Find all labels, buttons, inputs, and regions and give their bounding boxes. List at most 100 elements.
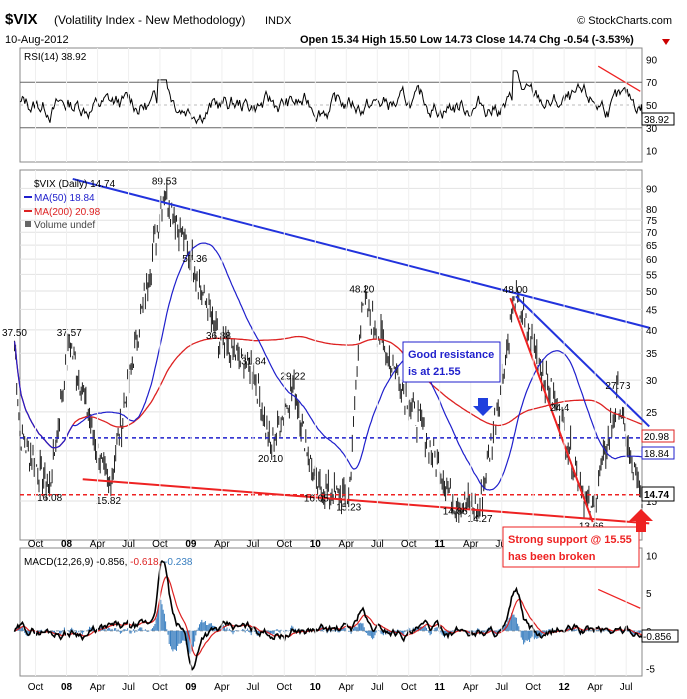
support-line-1: Strong support @ 15.55 — [508, 534, 632, 546]
price-tick-label: 30 — [646, 376, 658, 387]
peak-label: 15.23 — [336, 502, 361, 513]
price-tick-label: 90 — [646, 184, 658, 195]
x-tick-label-macd: Apr — [463, 682, 479, 693]
trendline-1 — [515, 295, 650, 428]
ma50-line — [13, 242, 643, 491]
resistance-box — [402, 341, 501, 383]
x-tick-label-macd: Apr — [214, 682, 230, 693]
symbol: $VIX — [5, 11, 38, 28]
x-tick-label-macd: Jul — [620, 682, 633, 693]
price-tick-label: 40 — [646, 326, 658, 337]
rsi-trendline — [597, 65, 641, 92]
x-tick-label-price: Oct — [401, 539, 417, 550]
legend-vix: $VIX (Daily) 14.74 — [34, 179, 116, 190]
trendline-2 — [82, 478, 650, 525]
price-tick-label: 35 — [646, 349, 658, 360]
chart-date: 10-Aug-2012 — [5, 34, 69, 46]
legend-ma200: MA(200) 20.98 — [34, 207, 101, 218]
peak-label: 15.82 — [96, 496, 121, 507]
x-tick-label-macd: Oct — [152, 682, 168, 693]
price-plot: 37.50 16.08 37.57 15.82 89.53 57.36 36.88 31.84… — [2, 176, 650, 532]
vix-last-box — [641, 486, 675, 502]
x-tick-label-price: Jul — [371, 539, 384, 550]
rsi-last-box — [641, 112, 675, 126]
x-tick-label-price: Apr — [463, 539, 479, 550]
price-tick-label: 25 — [646, 408, 658, 419]
rsi-line — [19, 70, 643, 125]
rsi-tick-label: 50 — [646, 101, 658, 112]
macd-tick-label: -5 — [646, 664, 655, 675]
peak-label: 37.57 — [57, 328, 82, 339]
x-tick-label-price: 11 — [434, 539, 445, 550]
vix-last-value: 14.74 — [644, 490, 669, 501]
x-tick-label-price: Jul — [247, 539, 260, 550]
ma200-last-box — [641, 429, 675, 443]
price-tick-label: 70 — [646, 228, 658, 239]
x-tick-label-macd: 09 — [185, 682, 197, 693]
support-line-2: has been broken — [508, 551, 596, 563]
macd-tick-label: 5 — [646, 589, 652, 600]
resistance-line-2: is at 21.55 — [408, 366, 461, 378]
support-box — [502, 526, 640, 568]
price-panel — [19, 169, 643, 541]
x-tick-label-macd: Jul — [371, 682, 384, 693]
macd-last-value: -0.856 — [643, 632, 672, 643]
x-tick-label-price: 08 — [61, 539, 73, 550]
down-arrow-icon — [662, 39, 670, 45]
peak-label: 27.73 — [605, 381, 630, 392]
rsi-label: RSI(14) 38.92 — [24, 52, 87, 63]
macd-last-box — [641, 629, 679, 643]
rsi-tick-label: 70 — [646, 78, 658, 89]
macd-tick-label: 10 — [646, 552, 658, 563]
ohlc-readout: Open 15.34 High 15.50 Low 14.73 Close 14… — [300, 34, 634, 46]
x-tick-label-price: Apr — [90, 539, 106, 550]
x-tick-label-price: Jul — [122, 539, 135, 550]
macd-plot: -50510 — [13, 552, 658, 675]
peak-label: 31.84 — [241, 357, 266, 368]
x-tick-label-price: Oct — [277, 539, 293, 550]
symbol-name: (Volatility Index - New Methodology) — [54, 13, 245, 27]
x-tick-label-macd: Oct — [525, 682, 541, 693]
macd-value: -0.856, — [96, 557, 127, 568]
macd-hist-value: -0.238 — [164, 557, 193, 568]
rsi-tick-label: 90 — [646, 55, 658, 66]
trendline-0 — [72, 177, 650, 329]
peak-label: 89.53 — [152, 176, 177, 187]
x-tick-label-price: Apr — [214, 539, 230, 550]
ma200-line — [13, 335, 643, 449]
x-tick-label-macd: Jul — [495, 682, 508, 693]
legend-volume: Volume undef — [34, 220, 95, 231]
peak-label: 36.88 — [206, 331, 231, 342]
x-tick-label-price: Oct — [152, 539, 168, 550]
x-tick-label-price: 10 — [310, 539, 322, 550]
peak-label: 48.20 — [349, 284, 374, 295]
rsi-plot: 10 30 50 70 90 — [19, 55, 658, 158]
peak-label: 16.05 — [304, 493, 329, 504]
x-tick-label-macd: Oct — [28, 682, 44, 693]
x-tick-label-macd: 08 — [61, 682, 73, 693]
price-tick-label: 50 — [646, 287, 658, 298]
x-axis: Oct Oct 08 08 Apr Apr Jul Jul Oct Oct 09 09 Apr Apr Ju… — [28, 48, 633, 693]
rsi-tick-label: 10 — [646, 147, 658, 158]
price-tick-label: 15 — [646, 497, 658, 508]
macd-line — [13, 559, 643, 671]
price-tick-label: 75 — [646, 216, 658, 227]
vix-price-bars — [14, 178, 643, 526]
price-tick-label: 65 — [646, 241, 658, 252]
price-tick-label: 45 — [646, 305, 658, 316]
x-tick-label-macd: Jul — [122, 682, 135, 693]
macd-label: MACD(12,26,9) -0.856, -0.618, -0.238 — [24, 557, 193, 568]
macd-panel — [19, 547, 643, 677]
peak-label: 48.00 — [503, 285, 528, 296]
price-tick-label: 80 — [646, 205, 658, 216]
ma200-last-value: 20.98 — [644, 432, 669, 443]
price-tick-label: 55 — [646, 270, 658, 281]
peak-label: 16.08 — [37, 493, 62, 504]
x-tick-label-macd: 11 — [434, 682, 445, 693]
resistance-line-1: Good resistance — [408, 349, 494, 361]
exchange: INDX — [265, 15, 292, 27]
peak-label: 14.27 — [468, 514, 493, 525]
x-tick-label-macd: Oct — [277, 682, 293, 693]
peak-label: 24.4 — [550, 403, 570, 414]
peak-label: 29.22 — [280, 372, 305, 383]
